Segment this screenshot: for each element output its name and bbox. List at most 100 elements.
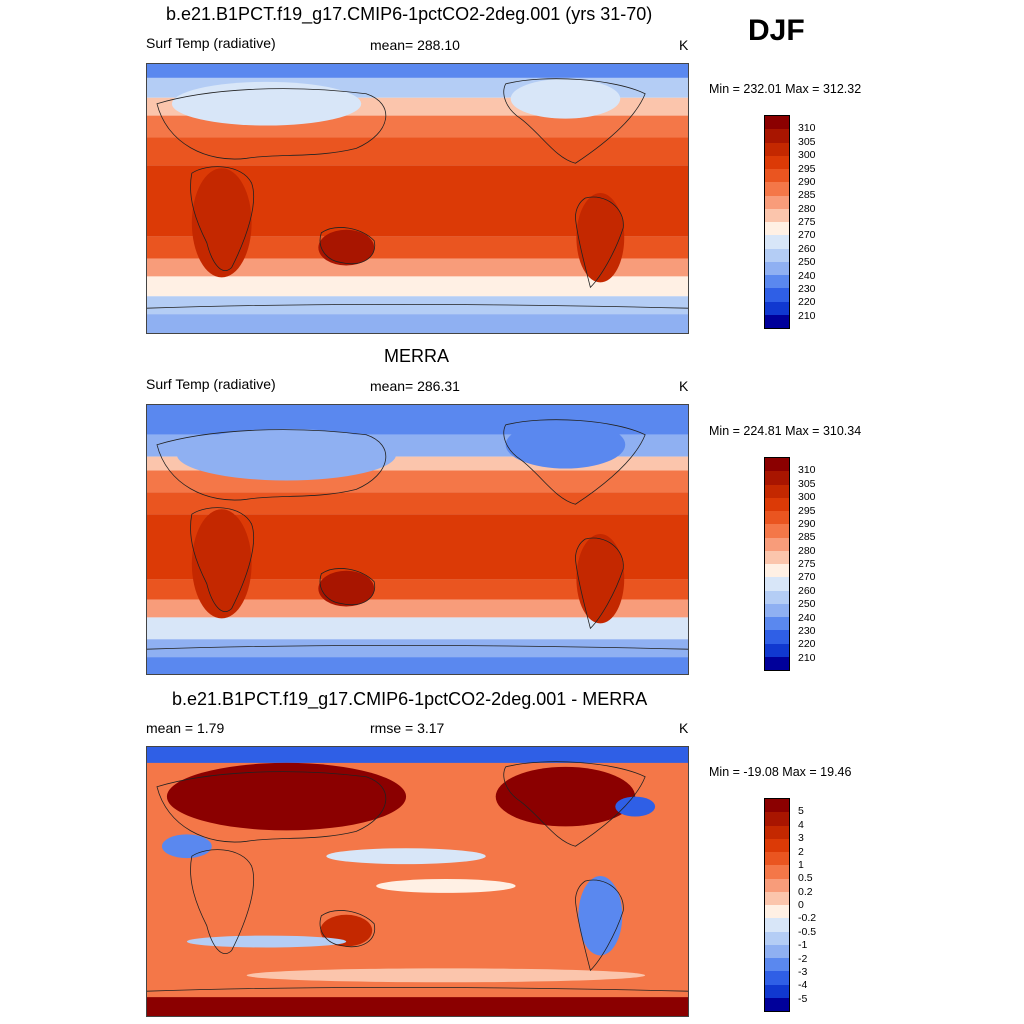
colorbar-swatch: [765, 314, 789, 328]
patch-antarctica-warm: [147, 997, 688, 1016]
colorbar-tick-label: 230: [798, 282, 816, 295]
colorbar-swatch: [765, 617, 789, 631]
band-midlat-s: [147, 258, 688, 277]
panel-1-mean-label: mean= 288.10: [370, 37, 460, 53]
land-australia: [318, 229, 375, 266]
colorbar-tick-label: 285: [798, 531, 816, 543]
colorbar-tick-label: 290: [798, 175, 816, 188]
panel-1-variable-label: Surf Temp (radiative): [146, 35, 276, 51]
colorbar-tick-label: 2: [798, 845, 804, 858]
colorbar-swatch: [765, 155, 789, 169]
panel-2-minmax: Min = 224.81 Max = 310.34: [709, 424, 862, 438]
colorbar-swatch: [765, 799, 789, 813]
band-antarctic-coast: [147, 639, 688, 658]
band-subtropic-n: [147, 492, 688, 515]
patch-southern-ocean: [246, 968, 646, 983]
colorbar-tick-label: 300: [798, 148, 816, 161]
colorbar-swatch: [765, 288, 789, 302]
patch-sahara-cool: [161, 834, 212, 859]
colorbar-swatch: [765, 116, 789, 130]
colorbar-swatch: [765, 564, 789, 578]
colorbar-tick-label: -1: [798, 938, 808, 951]
coast-africa: [190, 166, 255, 271]
colorbar-tick-label: 275: [798, 557, 816, 570]
colorbar-swatch: [765, 208, 789, 222]
colorbar-tick-label: 260: [798, 242, 816, 255]
land-south-america: [576, 534, 625, 624]
colorbar-swatch: [765, 248, 789, 262]
panel-2-title: MERRA: [384, 346, 450, 366]
panel-1-land: [171, 78, 625, 283]
colorbar-tick-label: 0.5: [798, 872, 813, 884]
panel-1-coastlines: [147, 78, 688, 309]
colorbar-swatch: [765, 878, 789, 892]
colorbar-tick-label: 0.2: [798, 885, 813, 898]
colorbar-swatch: [765, 195, 789, 209]
colorbar-tick-label: 295: [798, 504, 816, 517]
panel-2-coastlines: [147, 419, 688, 650]
season-label: DJF: [748, 14, 805, 47]
band-subtropic-s: [147, 236, 688, 259]
colorbar-tick-label: 290: [798, 517, 816, 530]
panel-3-map: [146, 746, 689, 1017]
land-africa: [191, 168, 252, 278]
band-subtropic-n: [147, 137, 688, 166]
colorbar-swatch: [765, 838, 789, 852]
colorbar-swatch: [765, 275, 789, 289]
colorbar-tick-label: 310: [798, 122, 816, 135]
colorbar-swatch: [765, 497, 789, 511]
colorbar-swatch: [765, 484, 789, 498]
band-antarctica: [147, 314, 688, 333]
coast-south-america: [575, 879, 624, 972]
colorbar-swatch: [765, 524, 789, 538]
colorbar-swatch: [765, 169, 789, 183]
band-southern-ocean: [147, 617, 688, 640]
band-antarctic-coast: [147, 296, 688, 315]
panel-3-rmse-label: rmse = 3.17: [370, 720, 445, 736]
colorbar-swatch: [765, 142, 789, 156]
colorbar-swatch: [765, 918, 789, 932]
panel-3-map-svg: [147, 747, 688, 1016]
colorbar-swatch: [765, 812, 789, 826]
land-south-america: [576, 193, 625, 283]
coast-africa: [190, 849, 255, 954]
land-eurasia-cold: [171, 81, 362, 126]
colorbar-tick-label: 220: [798, 296, 816, 308]
patch-north-america-warm: [495, 766, 636, 827]
patch-north-atlantic-blue: [615, 796, 656, 817]
colorbar-tick-label: 270: [798, 229, 816, 242]
colorbar-tick-label: 260: [798, 584, 816, 597]
patch-indian-ocean-cool: [186, 935, 347, 948]
coast-eurasia: [156, 771, 387, 843]
colorbar-swatch: [765, 471, 789, 485]
colorbar-tick-label: 230: [798, 624, 816, 637]
coast-south-america: [575, 537, 624, 630]
colorbar-tick-label: 305: [798, 477, 816, 490]
panel-2-units: K: [679, 378, 689, 394]
patch-south-america-cool: [578, 876, 623, 956]
colorbar-tick-label: 5: [798, 805, 804, 818]
panel-3-units: K: [679, 720, 689, 736]
colorbar-tick-label: 285: [798, 189, 816, 201]
panel-3-mean-label: mean = 1.79: [146, 720, 225, 736]
panel-2-land: [176, 420, 626, 624]
land-australia: [318, 570, 375, 607]
colorbar-tick-label: 4: [798, 818, 804, 831]
panel-2-variable-label: Surf Temp (radiative): [146, 376, 276, 392]
colorbar-swatch: [765, 182, 789, 196]
panel-1-map-svg: [147, 64, 688, 333]
colorbar-swatch: [765, 656, 789, 670]
colorbar-swatch: [765, 261, 789, 275]
colorbar-tick-label: 275: [798, 215, 816, 228]
coast-africa: [190, 507, 255, 612]
colorbar-swatch: [765, 905, 789, 919]
colorbar-tick-label: 270: [798, 571, 816, 584]
colorbar-tick-label: 240: [798, 269, 816, 282]
colorbar-tick-label: 3: [798, 831, 804, 844]
coast-australia: [319, 227, 376, 265]
panel-1-map: [146, 63, 689, 334]
colorbar-swatch: [765, 971, 789, 985]
colorbar-swatch: [765, 301, 789, 315]
colorbar-swatch: [765, 129, 789, 143]
colorbar-swatch: [765, 630, 789, 644]
